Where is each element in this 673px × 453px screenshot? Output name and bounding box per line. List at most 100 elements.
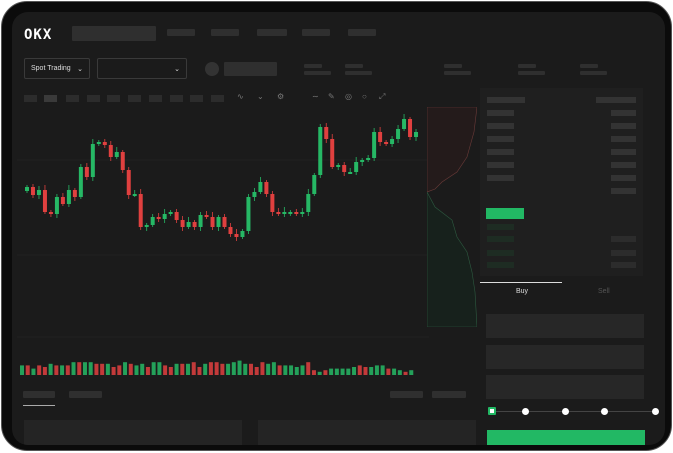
total-input[interactable] [486,375,644,399]
volume-bar [140,363,145,375]
candle-body [174,212,179,220]
ask-price [487,175,514,181]
depth-chart [427,107,477,327]
nav-item[interactable] [211,29,239,36]
volume-bar [60,365,65,375]
timeframe-button[interactable] [190,95,203,102]
stat-label [518,64,536,68]
filter-button[interactable] [432,391,466,398]
draw-icon[interactable]: ✎ [328,92,335,101]
okx-logo[interactable]: OKX [24,27,53,43]
tab-order-history[interactable] [69,391,102,398]
volume-bar [65,365,70,375]
expand-icon[interactable]: ⤢ [379,92,386,101]
candle-body [54,197,59,214]
candle-body [162,214,167,219]
volume-bar [31,368,36,375]
stat-value [518,71,545,75]
stat-label [444,64,462,68]
volume-bar [134,365,139,375]
volume-bar [151,362,156,375]
volume-bar [111,367,116,375]
volume-bar [71,362,76,375]
nav-item[interactable] [302,29,330,36]
ask-amount [611,123,636,129]
tab-open-orders[interactable] [23,391,55,398]
candle-body [294,212,299,214]
tab-sell[interactable]: Sell [598,288,610,295]
volume-bar [266,363,271,375]
price-input[interactable] [486,314,644,338]
candle-body [120,152,125,170]
volume-bar [392,368,397,375]
target-icon[interactable]: ◎ [345,92,352,101]
nav-item[interactable] [167,29,195,36]
market-type-dropdown[interactable]: Spot Trading ⌄ [24,58,90,79]
pair-price-placeholder [224,62,277,76]
indicator-icon[interactable]: ∿ [237,92,244,101]
volume-bar [357,365,362,375]
timeframe-button[interactable] [107,95,120,102]
slider-step[interactable] [522,408,529,415]
chevron-down-icon: ⌄ [77,65,83,73]
volume-bar [403,371,408,375]
volume-bar [289,365,294,375]
slider-step[interactable] [652,408,659,415]
candle-body [25,187,29,191]
circle-icon[interactable]: ○ [362,92,367,101]
orderbook-header [596,97,636,103]
tab-buy[interactable]: Buy [516,288,529,295]
timeframe-button[interactable] [66,95,79,102]
candle-body [246,197,251,231]
volume-bar [54,365,59,375]
volume-bar [42,367,47,375]
volume-bar [277,365,282,375]
timeframe-button[interactable] [149,95,162,102]
volume-bar [157,362,162,375]
filter-button[interactable] [390,391,423,398]
candle-body [414,132,419,137]
slider-step[interactable] [562,408,569,415]
nav-item[interactable] [257,29,287,36]
timeframe-button[interactable] [128,95,141,102]
candlestick-chart[interactable] [17,107,429,377]
volume-bar [37,365,42,375]
timeframe-button[interactable] [211,95,224,102]
slider-step[interactable] [601,408,608,415]
pair-dropdown[interactable]: ⌄ [97,58,187,79]
candle-body [48,212,53,214]
stat-label [345,64,363,68]
chevron-down-icon: ⌄ [174,65,180,73]
volume-bar [123,362,128,375]
bid-price [487,236,514,242]
volume-bar [317,371,322,375]
volume-bar [82,362,87,375]
bid-amount [611,236,636,242]
candle-body [396,129,401,139]
slider-handle[interactable] [488,407,496,415]
ask-price [487,110,514,116]
market-type-label: Spot Trading [31,65,71,72]
candle-body [306,194,311,212]
volume-bar [191,362,196,375]
timeframe-button[interactable] [87,95,100,102]
volume-bar [260,362,265,375]
candle-body [300,212,305,214]
search-bar-placeholder[interactable] [72,26,156,41]
timeframe-button[interactable] [24,95,37,102]
volume-bar [214,362,219,375]
line-icon[interactable]: ∼ [312,92,319,101]
amount-input[interactable] [486,345,644,369]
timeframe-button[interactable] [170,95,183,102]
candle-body [336,165,341,167]
ask-price [487,162,514,168]
chart-type-icon[interactable]: ⌄ [257,92,264,101]
nav-item[interactable] [348,29,376,36]
volume-bar [163,365,168,375]
volume-bar [226,363,231,375]
timeframe-button[interactable] [44,95,57,102]
bid-price [487,224,514,230]
amount-slider[interactable] [488,407,659,415]
settings-icon[interactable]: ⚙ [277,92,285,101]
buy-button[interactable] [487,430,645,445]
